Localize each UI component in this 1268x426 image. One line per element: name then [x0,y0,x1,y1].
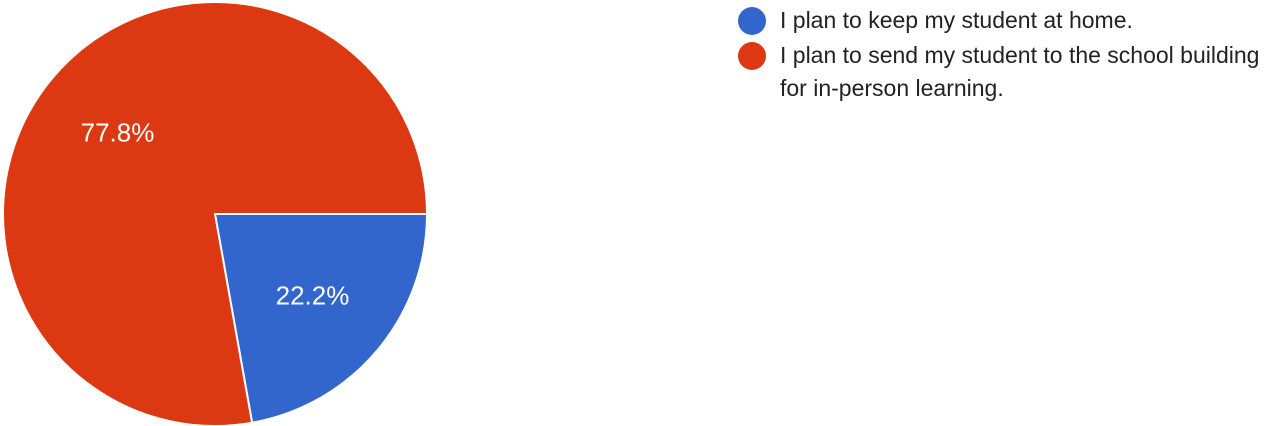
legend-label-in-person: I plan to send my student to the school … [780,42,1260,101]
legend-dot-in-person [738,42,766,70]
legend-dot-home [738,7,766,35]
slice-label-in-person: 77.8% [81,117,155,147]
slice-label-home: 22.2% [276,281,350,311]
legend-item-home: I plan to keep my student at home. [738,4,1268,37]
legend-label-home: I plan to keep my student at home. [780,7,1133,33]
pie-slice-home [213,213,429,424]
legend: I plan to keep my student at home. I pla… [738,4,1268,107]
pie-slice-in-person [2,1,429,426]
legend-item-in-person: I plan to send my student to the school … [738,39,1268,105]
